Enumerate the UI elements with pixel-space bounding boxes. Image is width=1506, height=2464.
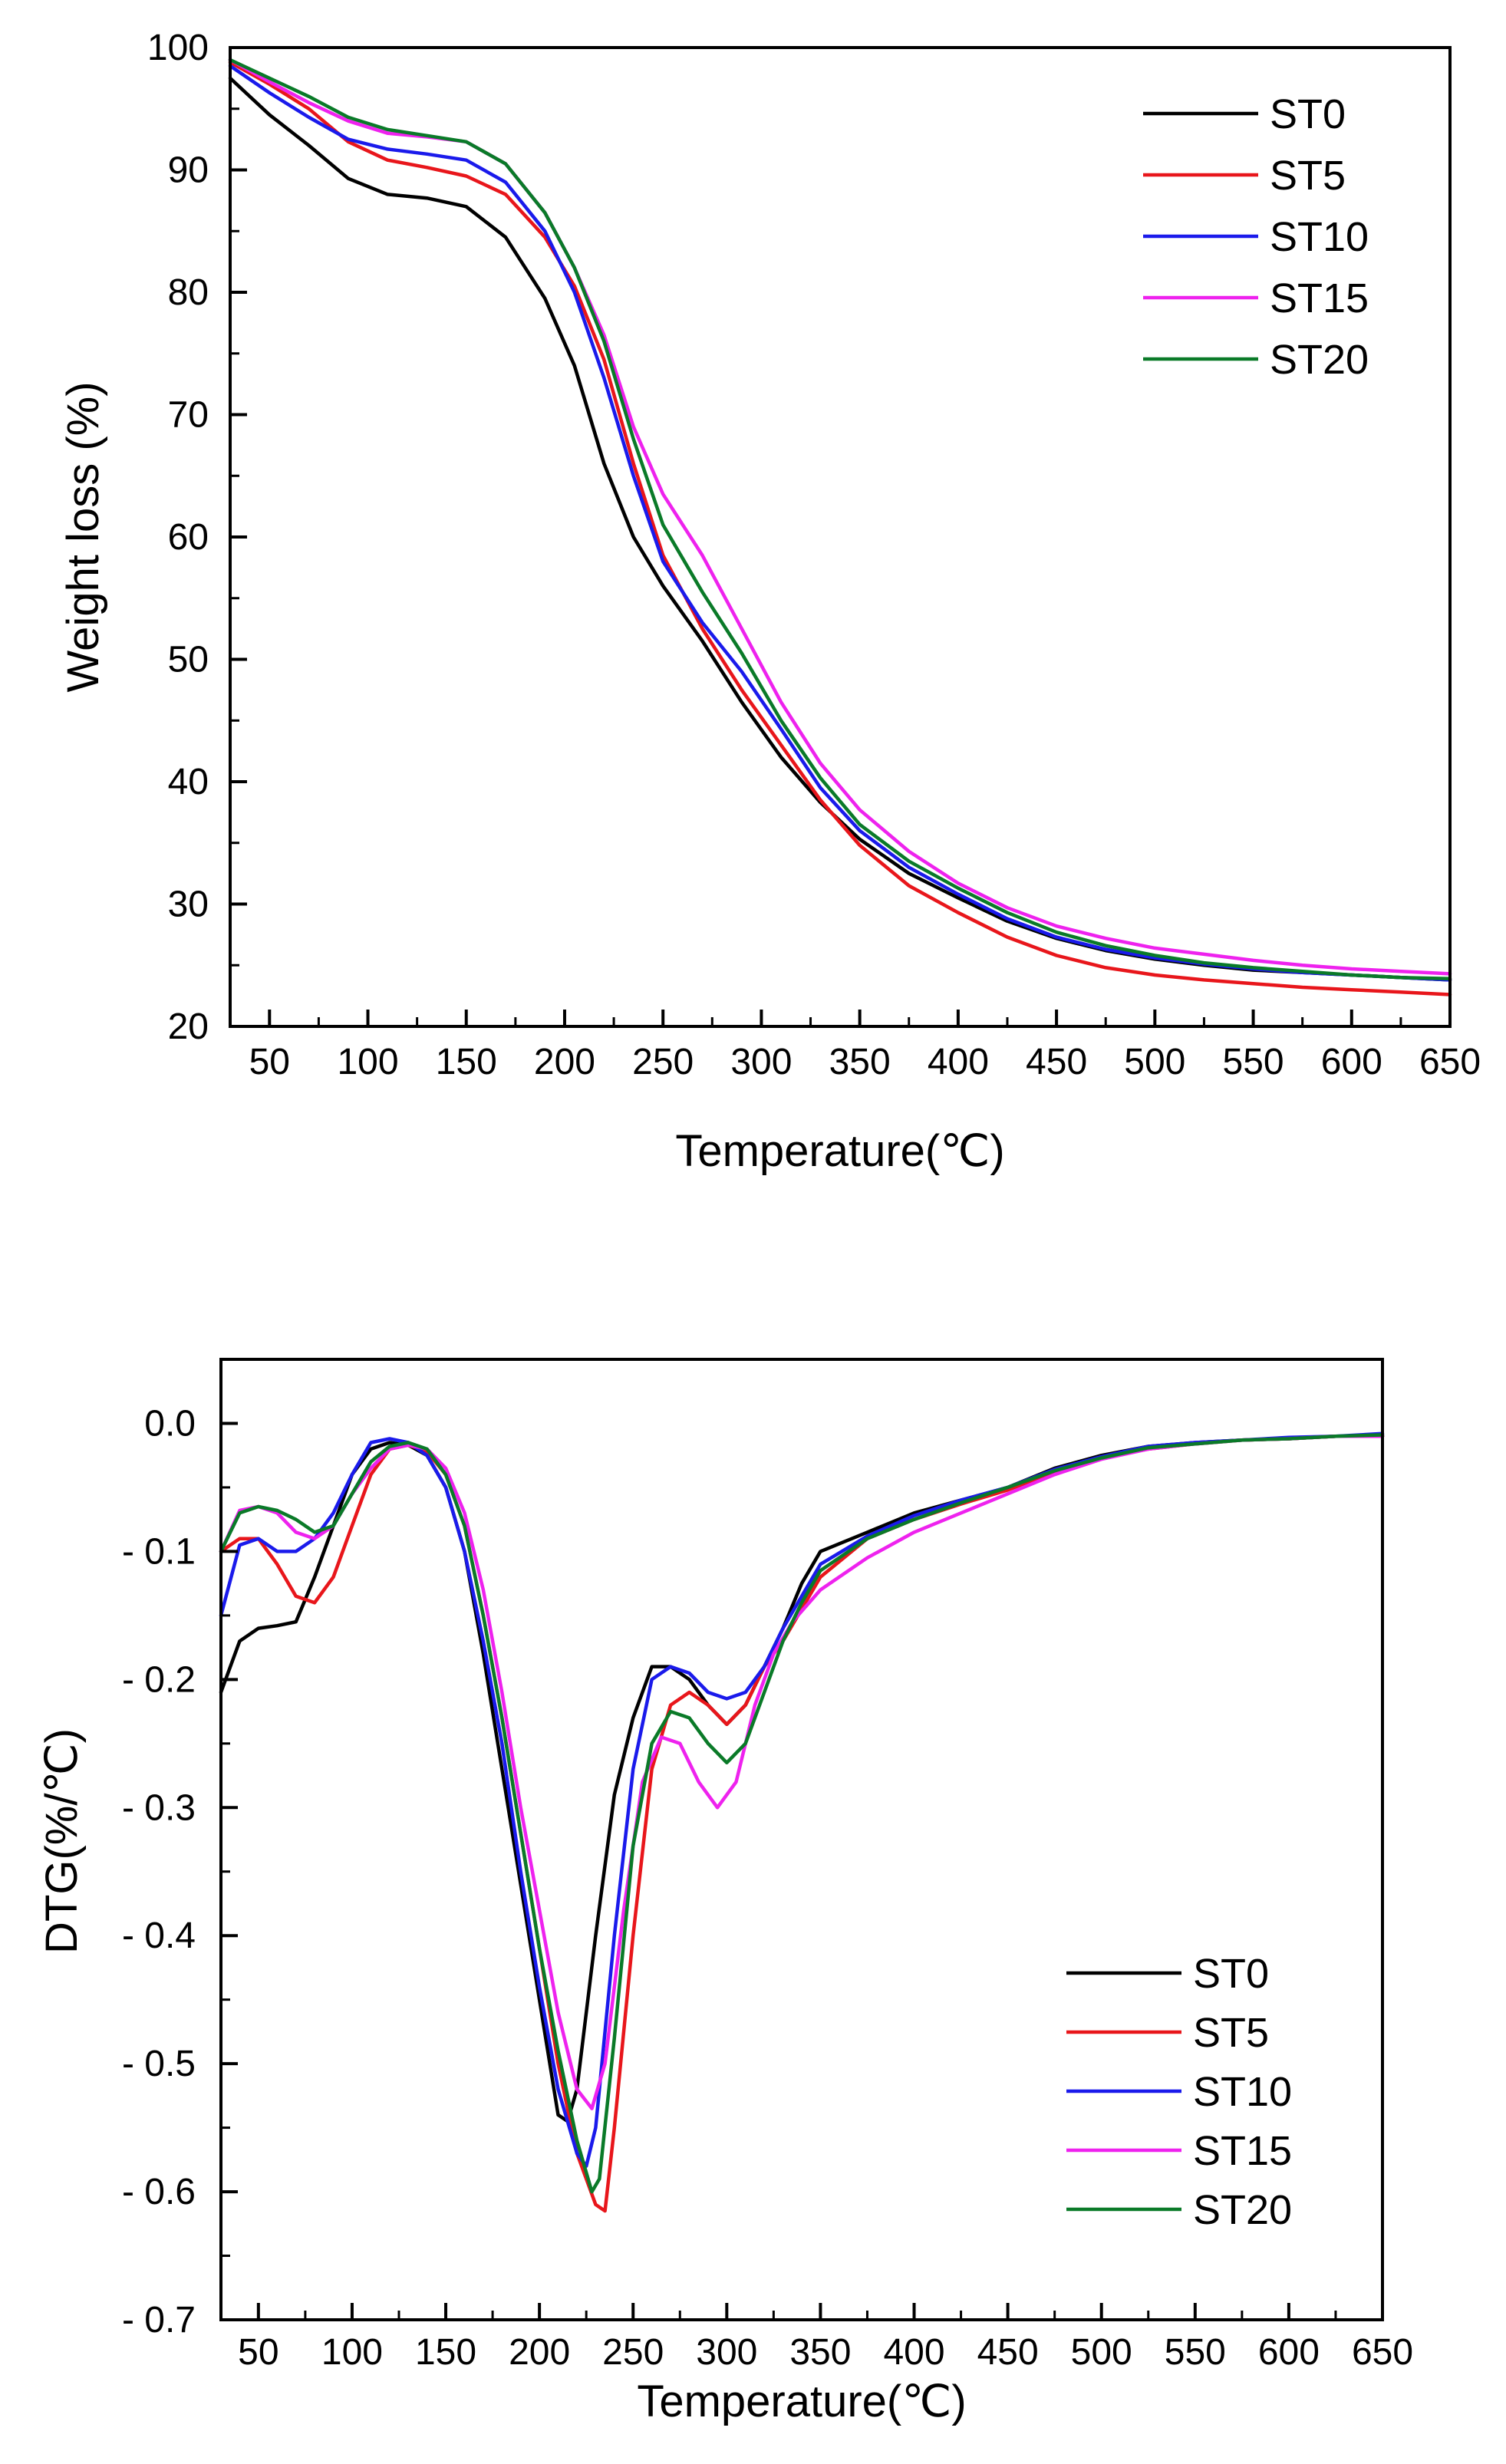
tga-y-tick-label: 80 <box>168 272 209 313</box>
dtg-legend-label-st10: ST10 <box>1193 2069 1292 2115</box>
tga-x-tick-label: 600 <box>1321 1042 1382 1082</box>
tga-series-line-st20 <box>228 58 1452 981</box>
tga-x-tick-label: 200 <box>534 1042 595 1082</box>
dtg-series-line-st10 <box>219 1431 1385 2168</box>
dtg-y-tick-label: - 0.6 <box>122 2172 196 2212</box>
dtg-x-tick-label: 150 <box>415 2332 476 2373</box>
dtg-x-tick-label: 500 <box>1071 2332 1132 2373</box>
dtg-chart: 50 100 150 200 250 300 350 400 450 500 550 600 650 0.… <box>37 1358 1413 2426</box>
tga-plot-frame <box>229 46 1452 1028</box>
dtg-y-tick-label: - 0.5 <box>122 2044 196 2084</box>
dtg-legend: ST0 ST5 ST10 ST15 ST20 <box>1066 1951 1292 2233</box>
tga-x-tick-label: 250 <box>632 1042 694 1082</box>
dtg-series-line-st20 <box>219 1433 1385 2194</box>
tga-x-tick-label: 550 <box>1223 1042 1284 1082</box>
dtg-ticks-layer: 50 100 150 200 250 300 350 400 450 500 550 600 650 0.… <box>122 1403 1413 2373</box>
dtg-y-tick-label: - 0.4 <box>122 1916 196 1956</box>
tga-series-line-st5 <box>228 60 1452 996</box>
dtg-x-axis-title: Temperature(℃) <box>637 2377 966 2426</box>
tga-y-tick-label: 40 <box>168 762 209 802</box>
tga-legend-label-st10: ST10 <box>1270 214 1369 260</box>
dtg-series-line-st15 <box>219 1434 1385 2110</box>
tga-y-tick-label: 90 <box>168 150 209 191</box>
tga-y-tick-label: 70 <box>168 395 209 436</box>
tga-y-tick-label: 100 <box>147 28 209 68</box>
dtg-y-tick-label: - 0.1 <box>122 1531 196 1572</box>
tga-legend-label-st5: ST5 <box>1270 153 1346 199</box>
dtg-x-tick-label: 50 <box>238 2332 278 2373</box>
tga-series-line-st10 <box>228 64 1452 982</box>
dtg-plot-frame <box>219 1358 1384 2321</box>
tga-series-line-st0 <box>228 76 1452 982</box>
dtg-x-tick-label: 350 <box>789 2332 851 2373</box>
tga-y-tick-label: 60 <box>168 517 209 558</box>
dtg-y-tick-label: - 0.3 <box>122 1787 196 1828</box>
dtg-x-tick-label: 550 <box>1165 2332 1226 2373</box>
tga-x-tick-label: 500 <box>1124 1042 1185 1082</box>
dtg-x-tick-label: 250 <box>602 2332 664 2373</box>
dtg-y-tick-label: 0.0 <box>144 1403 196 1444</box>
tga-x-tick-label: 450 <box>1026 1042 1087 1082</box>
dtg-series-layer <box>219 1431 1385 2213</box>
dtg-x-tick-label: 650 <box>1352 2332 1413 2373</box>
tga-y-tick-label: 30 <box>168 884 209 925</box>
tga-x-tick-label: 400 <box>928 1042 989 1082</box>
tga-legend-label-st15: ST15 <box>1270 275 1369 321</box>
dtg-legend-label-st5: ST5 <box>1193 2010 1269 2056</box>
tga-x-tick-label: 100 <box>337 1042 398 1082</box>
dtg-series-line-st5 <box>219 1434 1385 2213</box>
dtg-x-tick-label: 600 <box>1258 2332 1320 2373</box>
dtg-y-tick-label: - 0.7 <box>122 2300 196 2340</box>
dtg-x-tick-label: 100 <box>321 2332 383 2373</box>
dtg-legend-label-st0: ST0 <box>1193 1951 1269 1997</box>
tga-chart: 50 100 150 200 250 300 350 400 450 500 550 600 650 20… <box>58 28 1481 1176</box>
tga-ticks-layer: 50 100 150 200 250 300 350 400 450 500 550 600 650 20… <box>147 28 1481 1082</box>
dtg-x-tick-label: 200 <box>509 2332 570 2373</box>
tga-y-tick-label: 20 <box>168 1006 209 1047</box>
dtg-legend-label-st15: ST15 <box>1193 2128 1292 2174</box>
tga-legend-label-st20: ST20 <box>1270 337 1369 383</box>
tga-x-tick-label: 350 <box>829 1042 891 1082</box>
tga-legend: ST0 ST5 ST10 ST15 ST20 <box>1143 91 1369 383</box>
tga-x-axis-title: Temperature(℃) <box>675 1126 1004 1176</box>
dtg-x-tick-label: 300 <box>696 2332 757 2373</box>
tga-x-tick-label: 150 <box>436 1042 497 1082</box>
tga-x-tick-label: 300 <box>730 1042 792 1082</box>
tga-y-tick-label: 50 <box>168 640 209 680</box>
tga-legend-label-st0: ST0 <box>1270 91 1346 137</box>
dtg-y-axis-title: DTG(%/℃) <box>37 1728 87 1954</box>
tga-x-tick-label: 50 <box>249 1042 290 1082</box>
dtg-x-tick-label: 400 <box>883 2332 944 2373</box>
tga-y-axis-title: Weight loss (%) <box>58 381 108 692</box>
tga-x-tick-label: 650 <box>1419 1042 1481 1082</box>
dtg-x-tick-label: 450 <box>977 2332 1039 2373</box>
dtg-y-tick-label: - 0.2 <box>122 1659 196 1700</box>
dtg-legend-label-st20: ST20 <box>1193 2187 1292 2233</box>
tga-series-layer <box>228 58 1452 996</box>
